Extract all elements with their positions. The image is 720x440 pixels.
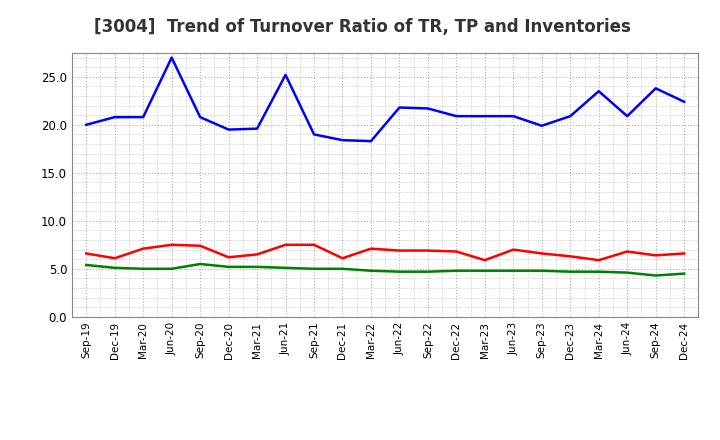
Trade Receivables	[196, 243, 204, 249]
Trade Receivables	[139, 246, 148, 251]
Line: Inventories: Inventories	[86, 264, 684, 275]
Trade Payables	[282, 72, 290, 77]
Inventories	[480, 268, 489, 273]
Inventories	[423, 269, 432, 274]
Line: Trade Payables: Trade Payables	[86, 58, 684, 141]
Trade Payables	[423, 106, 432, 111]
Trade Receivables	[566, 254, 575, 259]
Trade Receivables	[509, 247, 518, 252]
Inventories	[452, 268, 461, 273]
Trade Payables	[623, 114, 631, 119]
Trade Receivables	[282, 242, 290, 247]
Trade Receivables	[595, 257, 603, 263]
Inventories	[537, 268, 546, 273]
Trade Receivables	[82, 251, 91, 256]
Trade Receivables	[310, 242, 318, 247]
Trade Payables	[82, 122, 91, 128]
Trade Payables	[225, 127, 233, 132]
Inventories	[196, 261, 204, 267]
Inventories	[253, 264, 261, 270]
Inventories	[82, 262, 91, 268]
Trade Payables	[366, 139, 375, 144]
Inventories	[623, 270, 631, 275]
Trade Payables	[167, 55, 176, 60]
Trade Receivables	[225, 255, 233, 260]
Inventories	[225, 264, 233, 270]
Trade Receivables	[423, 248, 432, 253]
Trade Receivables	[480, 257, 489, 263]
Trade Payables	[196, 114, 204, 120]
Trade Payables	[110, 114, 119, 120]
Trade Payables	[395, 105, 404, 110]
Trade Receivables	[338, 256, 347, 261]
Inventories	[395, 269, 404, 274]
Inventories	[566, 269, 575, 274]
Trade Receivables	[110, 256, 119, 261]
Inventories	[110, 265, 119, 271]
Trade Receivables	[253, 252, 261, 257]
Trade Payables	[139, 114, 148, 120]
Trade Receivables	[623, 249, 631, 254]
Inventories	[167, 266, 176, 271]
Trade Payables	[253, 126, 261, 131]
Trade Payables	[310, 132, 318, 137]
Trade Receivables	[537, 251, 546, 256]
Inventories	[366, 268, 375, 273]
Trade Payables	[652, 86, 660, 91]
Trade Payables	[480, 114, 489, 119]
Inventories	[595, 269, 603, 274]
Trade Payables	[537, 123, 546, 128]
Inventories	[680, 271, 688, 276]
Trade Receivables	[452, 249, 461, 254]
Trade Receivables	[680, 251, 688, 256]
Inventories	[310, 266, 318, 271]
Trade Payables	[680, 99, 688, 104]
Inventories	[139, 266, 148, 271]
Trade Receivables	[395, 248, 404, 253]
Trade Payables	[566, 114, 575, 119]
Trade Receivables	[366, 246, 375, 251]
Trade Payables	[509, 114, 518, 119]
Legend: Trade Receivables, Trade Payables, Inventories: Trade Receivables, Trade Payables, Inven…	[141, 434, 629, 440]
Text: [3004]  Trend of Turnover Ratio of TR, TP and Inventories: [3004] Trend of Turnover Ratio of TR, TP…	[94, 18, 631, 36]
Trade Receivables	[652, 253, 660, 258]
Inventories	[282, 265, 290, 271]
Inventories	[338, 266, 347, 271]
Trade Payables	[595, 88, 603, 94]
Trade Receivables	[167, 242, 176, 247]
Inventories	[509, 268, 518, 273]
Trade Payables	[452, 114, 461, 119]
Line: Trade Receivables: Trade Receivables	[86, 245, 684, 260]
Trade Payables	[338, 138, 347, 143]
Inventories	[652, 273, 660, 278]
